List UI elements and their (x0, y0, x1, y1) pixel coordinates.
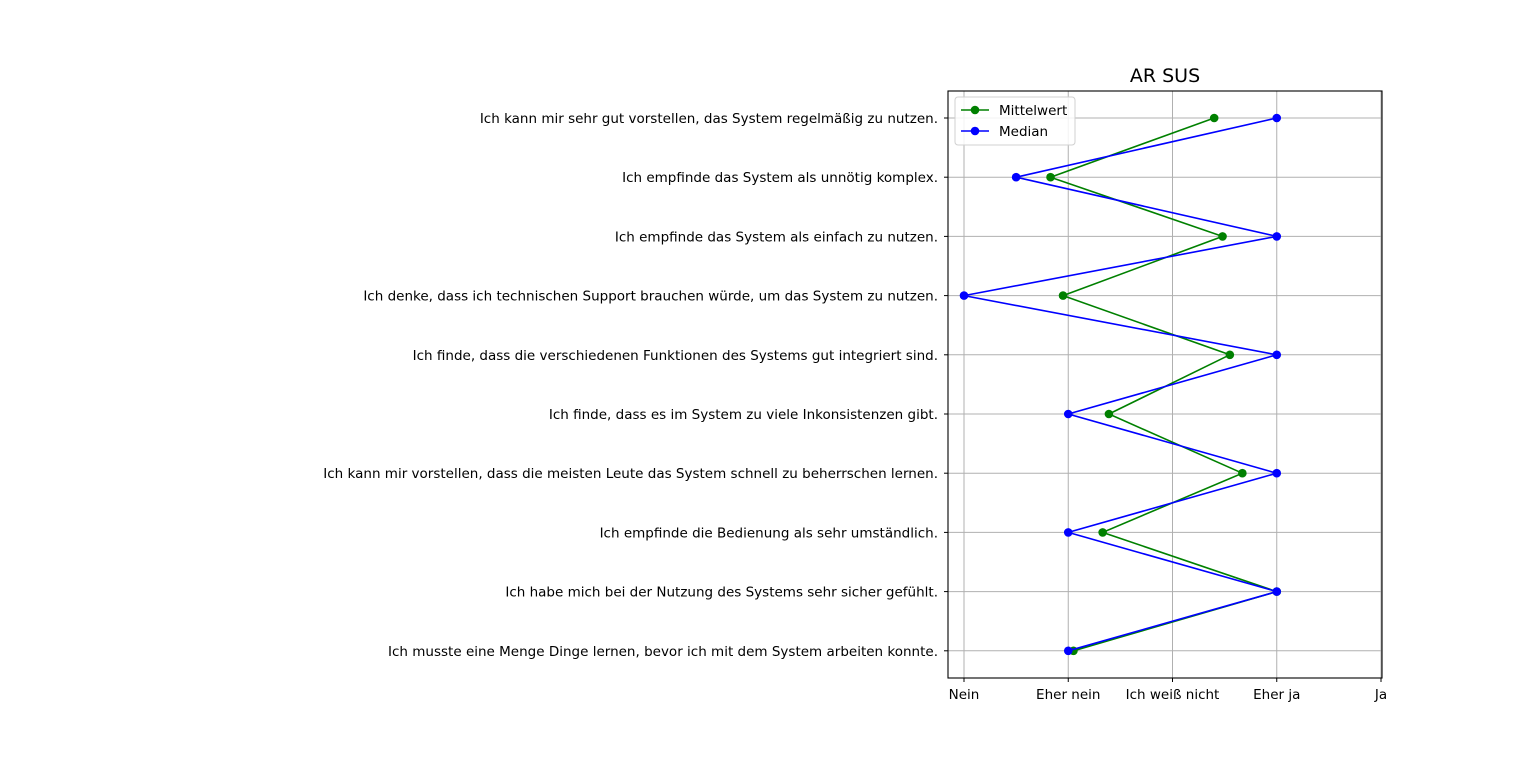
y-tick-label: Ich kann mir vorstellen, dass die meiste… (323, 466, 938, 482)
data-point (1272, 587, 1282, 596)
data-point (1063, 409, 1073, 419)
legend-label: Mittelwert (999, 103, 1067, 119)
data-point (1058, 291, 1068, 300)
data-point (1209, 113, 1219, 123)
y-tick-label: Ich habe mich bei der Nutzung des System… (505, 585, 938, 601)
x-axis: Nein Eher nein Ich weiß nicht Eher ja Ja (949, 678, 1387, 703)
data-point (1218, 232, 1227, 241)
y-tick-label: Ich denke, dass ich technischen Support … (363, 289, 938, 305)
plot-frame (947, 90, 1383, 679)
data-point (1046, 172, 1055, 182)
series-layer (959, 113, 1282, 656)
series-line (1048, 117, 1280, 652)
x-tick-label: Nein (949, 687, 980, 703)
x-tick-label: Eher nein (1036, 687, 1100, 703)
y-tick-label: Ich finde, dass die verschiedenen Funkti… (413, 348, 938, 364)
x-tick-label: Eher ja (1253, 687, 1300, 703)
chart-title: AR SUS (1130, 65, 1200, 87)
data-point (959, 291, 969, 300)
y-tick-label: Ich finde, dass es im System zu viele In… (549, 407, 938, 423)
y-tick-label: Ich musste eine Menge Dinge lernen, bevo… (388, 644, 938, 660)
legend-marker (970, 105, 980, 115)
data-point (1272, 113, 1282, 123)
data-point (1272, 350, 1282, 360)
data-point (1225, 350, 1235, 360)
series-line (963, 117, 1280, 652)
y-tick-label: Ich empfinde das System als unnötig komp… (622, 170, 938, 186)
y-tick-label: Ich kann mir sehr gut vorstellen, das Sy… (480, 111, 938, 127)
y-axis: Ich kann mir sehr gut vorstellen, das Sy… (323, 111, 948, 660)
legend: Mittelwert Median (954, 96, 1076, 146)
legend-label: Median (999, 124, 1048, 140)
data-point (1098, 528, 1107, 537)
data-point (1011, 172, 1021, 182)
data-point (1272, 468, 1282, 478)
data-point (1063, 528, 1073, 537)
data-point (1238, 468, 1247, 478)
legend-marker (970, 126, 980, 136)
data-point (1272, 232, 1282, 241)
data-point (1063, 646, 1073, 656)
y-tick-label: Ich empfinde das System als einfach zu n… (615, 229, 938, 245)
y-tick-label: Ich empfinde die Bedienung als sehr umst… (600, 525, 938, 541)
x-tick-label: Ja (1374, 687, 1387, 703)
legend-box (954, 96, 1076, 146)
x-tick-label: Ich weiß nicht (1126, 687, 1220, 703)
data-point (1104, 409, 1114, 419)
